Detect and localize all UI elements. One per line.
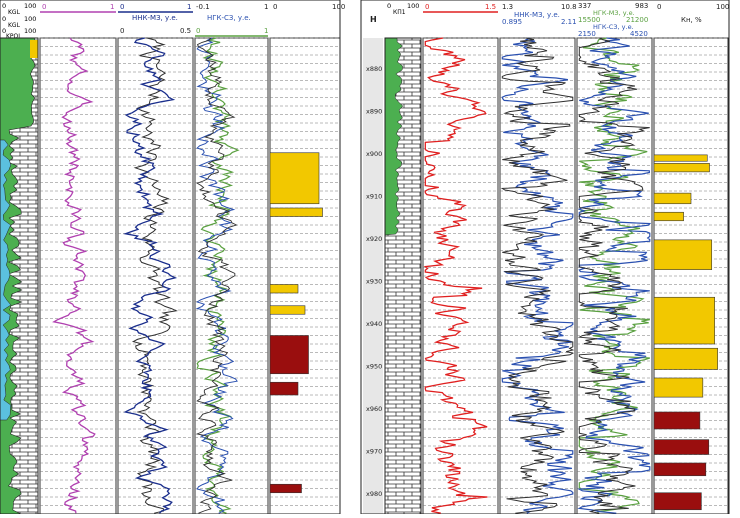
left-t5-max: 100 bbox=[332, 3, 345, 11]
left-panel-frame bbox=[0, 0, 341, 515]
depth-label: x940 bbox=[366, 320, 382, 328]
depth-label: x920 bbox=[366, 235, 382, 243]
left-t0-r2-min: 0 bbox=[2, 15, 6, 23]
depth-label: x930 bbox=[366, 277, 382, 285]
right-t4-max: 983 bbox=[635, 2, 648, 10]
kn-fill-11 bbox=[653, 492, 702, 511]
depth-label: x880 bbox=[366, 65, 382, 73]
left-panel: 0 100 KGL 0 100 KGL 0 100 KPOL 0 1 0 1 Н… bbox=[0, 0, 345, 515]
series-22 bbox=[577, 37, 652, 514]
right-t5-name: Кн, % bbox=[681, 16, 702, 24]
kn-fill-0 bbox=[653, 154, 708, 162]
left-t0-r3-min: 0 bbox=[2, 27, 6, 35]
left-t3-max: 1 bbox=[187, 3, 191, 11]
right-t3-dark bbox=[500, 37, 575, 514]
depth-track bbox=[363, 38, 383, 514]
left-fill-5 bbox=[269, 381, 299, 396]
depth-label: x910 bbox=[366, 192, 382, 200]
left-t0-r2-max: 100 bbox=[24, 15, 36, 23]
left-t4-name: НГК-СЗ, у.е. bbox=[207, 14, 251, 22]
right-t4-min: 337 bbox=[578, 2, 591, 10]
left-t0-r3-name: KPOL bbox=[6, 33, 22, 40]
series-21 bbox=[578, 37, 650, 514]
kn-fill-7 bbox=[653, 377, 704, 398]
right-t4-max3: 4520 bbox=[630, 30, 648, 38]
left-t4-max2: 1 bbox=[264, 27, 268, 35]
depth-label: x970 bbox=[366, 447, 382, 455]
left-t4-min: -0.1 bbox=[196, 3, 210, 11]
depth-label: x960 bbox=[366, 405, 382, 413]
right-t4-max2: 21200 bbox=[626, 16, 648, 24]
left-t0-r2-name: KGL bbox=[8, 22, 21, 29]
right-t3-name: ННК-МЗ, у.е. bbox=[514, 11, 560, 19]
depth-label: x950 bbox=[366, 362, 382, 370]
right-t2-min: 0 bbox=[425, 3, 429, 11]
left-t3-min2: 0 bbox=[120, 27, 124, 35]
left-t3-min: 0 bbox=[120, 3, 124, 11]
kn-fill-9 bbox=[653, 439, 710, 455]
left-t4-min2: 0 bbox=[196, 27, 200, 35]
left-fill-6 bbox=[269, 483, 302, 494]
left-fill-2 bbox=[269, 284, 299, 294]
left-t2-max: 1 bbox=[110, 3, 114, 11]
kn-fill-8 bbox=[653, 411, 701, 430]
right-t4-name2: НГК-СЗ, у.е. bbox=[593, 23, 634, 31]
left-curve-dark2 bbox=[195, 37, 238, 514]
depth-header: Н bbox=[370, 15, 377, 24]
right-t1-name: КП1 bbox=[393, 9, 406, 16]
right-t3-max2: 2.11 bbox=[561, 18, 577, 26]
left-track0-header: 0 100 KGL 0 100 KGL 0 100 KPOL bbox=[2, 2, 36, 40]
right-t4-dark bbox=[577, 37, 650, 514]
left-t0-r1-max: 100 bbox=[24, 2, 36, 10]
right-t1-max: 100 bbox=[407, 2, 419, 10]
kn-fill-1 bbox=[653, 163, 710, 173]
right-t3-min2: 0.895 bbox=[502, 18, 522, 26]
left-lith-green bbox=[0, 37, 36, 515]
right-t1-min: 0 bbox=[387, 2, 391, 10]
right-t2-max: 1.5 bbox=[485, 3, 496, 11]
right-t4-min2: 15500 bbox=[578, 16, 600, 24]
right-t4-min3: 2150 bbox=[578, 30, 596, 38]
left-t0-r3-max: 100 bbox=[24, 27, 36, 35]
right-t3-min: 1.3 bbox=[502, 3, 513, 11]
left-lith-cyan bbox=[0, 139, 12, 421]
kn-fill-2 bbox=[653, 192, 692, 205]
right-panel: Н x880 x890 x900 x910 x920 x930 x940 x950 x960 x9… bbox=[360, 0, 730, 515]
depth-label: x900 bbox=[366, 150, 382, 158]
left-fill-1 bbox=[269, 207, 323, 217]
depth-labels: x880 x890 x900 x910 x920 x930 x940 x950 x960 x970… bbox=[366, 65, 382, 498]
left-t5-min: 0 bbox=[273, 3, 277, 11]
depth-label: x980 bbox=[366, 490, 382, 498]
left-t0-r1-min: 0 bbox=[2, 2, 6, 10]
right-curve-red bbox=[423, 37, 488, 514]
right-lith-green bbox=[384, 37, 404, 236]
left-fill-3 bbox=[269, 305, 306, 315]
right-t4-name: НГК-МЗ, у.е. bbox=[593, 9, 635, 17]
right-t5-min: 0 bbox=[657, 3, 661, 11]
right-t5-max: 100 bbox=[716, 3, 729, 11]
left-curve-navy bbox=[122, 37, 178, 514]
kn-fill-4 bbox=[653, 239, 713, 270]
left-t3-name: ННК-МЗ, у.е. bbox=[132, 14, 178, 22]
right-t3-max: 10.8 bbox=[561, 3, 577, 11]
left-t0-r1-name: KGL bbox=[8, 9, 21, 16]
left-curve-magenta bbox=[52, 37, 96, 514]
left-fill-4 bbox=[269, 335, 309, 375]
kn-fill-5 bbox=[653, 296, 715, 345]
left-curve-blue bbox=[195, 37, 238, 514]
left-t4-max: 1 bbox=[264, 3, 268, 11]
kn-fill-3 bbox=[653, 211, 684, 222]
left-curve-green bbox=[196, 37, 240, 514]
left-fill-0 bbox=[269, 152, 320, 205]
depth-label: x890 bbox=[366, 107, 382, 115]
kn-fill-6 bbox=[653, 347, 718, 370]
left-t2-min: 0 bbox=[42, 3, 46, 11]
kn-fill-10 bbox=[653, 462, 707, 477]
left-t3-max2: 0.5 bbox=[180, 27, 191, 35]
